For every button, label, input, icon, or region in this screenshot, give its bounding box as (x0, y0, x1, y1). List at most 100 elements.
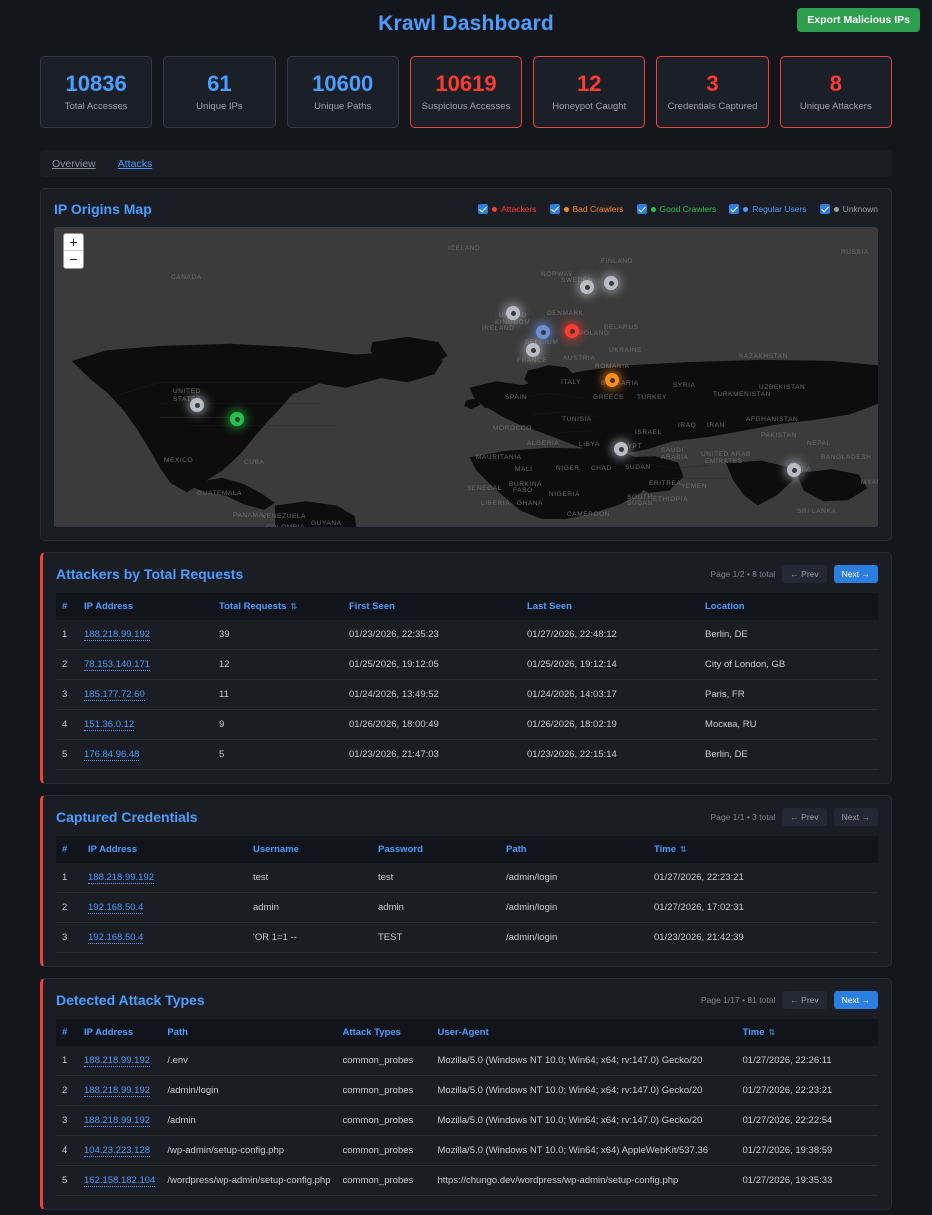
column-header-time[interactable]: Time ⇅ (736, 1019, 878, 1046)
sort-indicator-icon[interactable]: ⇅ (680, 845, 687, 854)
map-marker-regular-users[interactable] (536, 325, 550, 339)
column-header-ip-address[interactable]: IP Address (78, 593, 213, 620)
ip-address-link[interactable]: 104.23.223.128 (84, 1145, 151, 1157)
marker-center-dot (791, 467, 797, 473)
checkbox-icon[interactable] (549, 204, 560, 214)
map-country-label: LIBERIA (481, 500, 511, 507)
cell-user-agent: Mozilla/5.0 (Windows NT 10.0; Win64; x64… (431, 1046, 737, 1076)
ip-address-link[interactable]: 188.218.99.192 (84, 1085, 151, 1097)
cell-idx: 3 (56, 679, 78, 710)
cell-requests: 5 (213, 739, 343, 770)
ip-address-link[interactable]: 176.84.96.48 (84, 749, 140, 761)
map-country-label: IRAQ (678, 422, 697, 429)
attackers-next-button[interactable]: Next → (833, 565, 878, 583)
column-header-time[interactable]: Time ⇅ (648, 836, 878, 863)
checkbox-icon[interactable] (636, 204, 647, 214)
map-country-label: SRI LANKA (797, 508, 837, 515)
cell-idx: 5 (56, 1165, 78, 1196)
cell-first-seen: 01/26/2026, 18:00:49 (343, 709, 521, 740)
marker-center-dot (609, 377, 615, 383)
ip-address-link[interactable]: 188.218.99.192 (88, 872, 155, 884)
column-header-user-agent[interactable]: User-Agent (431, 1019, 737, 1046)
credentials-prev-button[interactable]: ← Prev (782, 808, 827, 826)
legend-item-good-crawlers[interactable]: Good Crawlers (636, 204, 717, 214)
map-country-label: BELARUS (604, 324, 639, 331)
sort-indicator-icon[interactable]: ⇅ (290, 602, 298, 611)
stat-label: Total Accesses (64, 100, 128, 112)
column-header-path[interactable]: Path (500, 836, 648, 863)
cell-ip: 188.218.99.192 (78, 1075, 162, 1106)
sort-indicator-icon[interactable]: ⇅ (768, 1028, 776, 1037)
column-header-first-seen[interactable]: First Seen (343, 593, 521, 620)
ip-address-link[interactable]: 78.153.140.171 (84, 659, 151, 671)
table-row: 3 192.168.50.4 'OR 1=1 -- TEST/admin/login 0… (56, 922, 878, 953)
map-marker-unknown[interactable] (506, 306, 520, 320)
checkbox-icon[interactable] (729, 204, 740, 214)
checkbox-icon[interactable] (478, 204, 489, 214)
map-marker-unknown[interactable] (526, 343, 540, 357)
tab-overview[interactable]: Overview (52, 157, 96, 170)
map-marker-unknown[interactable] (604, 276, 618, 290)
column-header-last-seen[interactable]: Last Seen (521, 593, 699, 620)
map-country-label: SUDAN (625, 464, 651, 471)
cell-user-agent: Mozilla/5.0 (Windows NT 10.0; Win64; x64… (431, 1075, 737, 1106)
tab-attacks[interactable]: Attacks (117, 157, 153, 170)
credentials-next-button[interactable]: Next → (833, 808, 878, 826)
export-malicious-ips-button[interactable]: Export Malicious IPs (797, 8, 920, 32)
cell-attack-types: common_probes (336, 1046, 432, 1076)
ip-address-link[interactable]: 188.218.99.192 (84, 1115, 151, 1127)
ip-address-link[interactable]: 162.158.182.104 (84, 1175, 156, 1187)
map-country-label: UNITED ARAB (701, 451, 751, 458)
legend-item-regular-users[interactable]: Regular Users (729, 204, 807, 214)
legend-item-attackers[interactable]: Attackers (478, 204, 537, 214)
map-country-label: PANAMA (233, 512, 264, 519)
legend-label: Good Crawlers (659, 204, 717, 214)
map-zoom-controls[interactable]: + − (63, 233, 84, 269)
ip-address-link[interactable]: 192.168.50.4 (88, 932, 144, 944)
map-marker-unknown[interactable] (787, 463, 801, 477)
checkbox-icon[interactable] (819, 204, 830, 214)
column-header-username[interactable]: Username (247, 836, 372, 863)
column-header-[interactable]: # (56, 836, 82, 863)
column-header-ip-address[interactable]: IP Address (78, 1019, 162, 1046)
column-header-ip-address[interactable]: IP Address (82, 836, 247, 863)
ip-address-link[interactable]: 192.168.50.4 (88, 902, 144, 914)
map-landmass (54, 227, 878, 527)
ip-address-link[interactable]: 188.218.99.192 (84, 629, 151, 641)
map-marker-unknown[interactable] (614, 442, 628, 456)
map-marker-unknown[interactable] (190, 398, 204, 412)
attacks-next-button[interactable]: Next → (833, 991, 878, 1009)
map-country-label: SOUTH (627, 494, 653, 501)
ip-address-link[interactable]: 151.36.0.12 (84, 719, 135, 731)
attacks-table: # IP Address Path Attack Types User-Agent Tim… (56, 1019, 878, 1196)
column-header-total-requests[interactable]: Total Requests ⇅ (213, 593, 343, 620)
ip-address-link[interactable]: 188.218.99.192 (84, 1055, 151, 1067)
ip-address-link[interactable]: 185.177.72.60 (84, 689, 145, 701)
cell-path: /admin/login (500, 892, 648, 923)
zoom-out-button[interactable]: − (69, 251, 78, 267)
map-marker-unknown[interactable] (580, 280, 594, 294)
table-row: 2 78.153.140.171 12 01/25/2026, 19:12:05 01/… (56, 649, 878, 680)
cell-attack-types: common_probes (336, 1165, 432, 1196)
map-country-label: EGYPT (617, 443, 643, 450)
attacks-prev-button[interactable]: ← Prev (782, 991, 827, 1009)
column-header-[interactable]: # (56, 1019, 78, 1046)
column-header-location[interactable]: Location (699, 593, 878, 620)
column-header-path[interactable]: Path (161, 1019, 337, 1046)
column-header-password[interactable]: Password (372, 836, 500, 863)
map-country-label: YEMEN (681, 483, 708, 490)
column-header-attack-types[interactable]: Attack Types (336, 1019, 432, 1046)
cell-path: /wordpress/wp-admin/setup-config.php (161, 1165, 337, 1196)
legend-item-bad-crawlers[interactable]: Bad Crawlers (549, 204, 624, 214)
zoom-in-button[interactable]: + (64, 234, 83, 251)
world-map[interactable]: + − CANADA UNITED STATES MEXICO CUBA GUATEMAL… (54, 227, 878, 527)
map-country-label: TUNISIA (562, 416, 592, 423)
legend-item-unknown[interactable]: Unknown (819, 204, 878, 214)
map-marker-attackers[interactable] (565, 324, 579, 338)
map-marker-good-crawlers[interactable] (230, 412, 244, 426)
cell-ip: 151.36.0.12 (78, 709, 213, 740)
column-header-[interactable]: # (56, 593, 78, 620)
attackers-prev-button[interactable]: ← Prev (782, 565, 827, 583)
map-country-label: EMIRATES (705, 458, 743, 465)
map-marker-bad-crawlers[interactable] (605, 373, 619, 387)
